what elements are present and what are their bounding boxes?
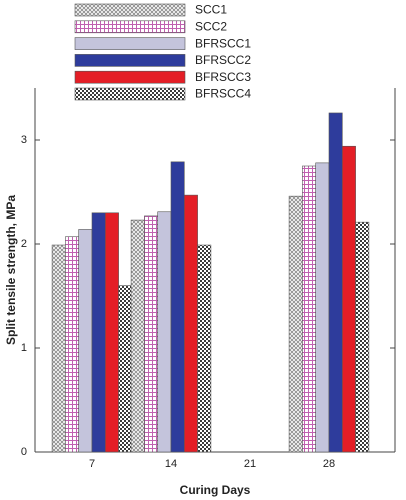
- bar: [144, 215, 158, 453]
- bar: [51, 244, 66, 453]
- legend-swatch: [74, 70, 186, 84]
- legend-label: SCC2: [195, 19, 227, 33]
- bar: [105, 212, 119, 453]
- bar: [341, 145, 356, 453]
- legend-swatch: [74, 87, 186, 101]
- y-tick-label: 2: [21, 238, 27, 250]
- legend-swatch: [74, 54, 186, 67]
- bar: [315, 162, 330, 453]
- legend-swatch: [74, 20, 186, 34]
- legend-label: SCC1: [195, 3, 227, 17]
- bar: [355, 221, 370, 453]
- bar: [328, 112, 343, 453]
- bar: [157, 211, 172, 453]
- bar: [288, 195, 303, 453]
- x-tick-label: 21: [244, 458, 256, 470]
- y-axis-title: Split tensile strength, MPa: [4, 195, 18, 345]
- y-tick-label: 3: [21, 134, 27, 146]
- bar: [91, 212, 106, 453]
- x-tick-label: 28: [323, 458, 335, 470]
- legend-label: BFRSCC4: [195, 87, 251, 101]
- legend-swatch: [74, 37, 186, 50]
- legend-label: BFRSCC3: [195, 70, 251, 84]
- bar: [65, 236, 80, 453]
- x-axis-title: Curing Days: [180, 483, 251, 497]
- bar: [78, 229, 93, 453]
- bar: [197, 244, 212, 453]
- bar: [302, 165, 316, 453]
- legend-label: BFRSCC1: [195, 36, 251, 50]
- x-tick-label: 7: [89, 458, 95, 470]
- bar: [170, 161, 185, 453]
- y-tick-label: 0: [21, 446, 27, 458]
- bar: [118, 285, 133, 453]
- legend-swatch: [74, 3, 186, 17]
- legend-label: BFRSCC2: [195, 53, 251, 67]
- x-tick-label: 14: [165, 458, 177, 470]
- y-tick-label: 1: [21, 342, 27, 354]
- bar: [130, 219, 145, 453]
- bar: [184, 194, 198, 453]
